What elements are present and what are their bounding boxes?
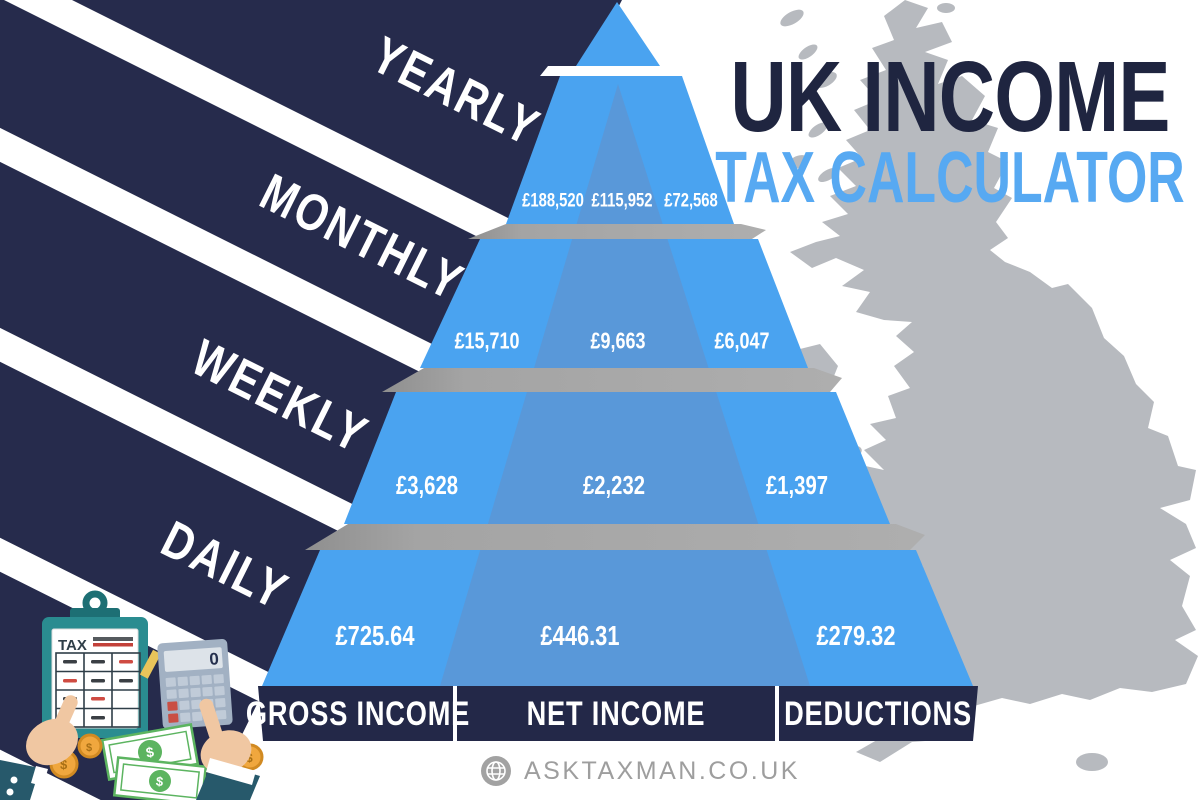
pyramid [262, 2, 973, 686]
value-monthly-gross: £15,710 [454, 327, 520, 354]
left-hand [0, 695, 78, 800]
calculator: 0 [157, 638, 233, 730]
value-daily-gross: £725.64 [335, 620, 415, 651]
value-yearly-gross: £188,520 [522, 190, 584, 212]
value-daily-net: £446.31 [540, 620, 620, 651]
bill-dollar-sign: $ [155, 774, 165, 790]
right-hand [196, 698, 260, 800]
footer: ASKTAXMAN.CO.UK [480, 752, 800, 790]
column-label-net-income: NET INCOME [526, 695, 706, 733]
page-title-line2: TAX CALCULATOR [715, 138, 1185, 218]
calculator-keys [165, 674, 227, 723]
pencil [139, 649, 161, 679]
calculator-display: 0 [209, 649, 220, 669]
tax-illustration: TAX [0, 590, 264, 800]
coin-dollar-sign: $ [86, 742, 92, 754]
globe-icon [481, 756, 511, 786]
clipboard-table [55, 652, 141, 728]
column-label-deductions: DEDUCTIONS [784, 695, 972, 733]
bar-divider-1 [453, 686, 457, 741]
category-bar [258, 686, 978, 741]
value-weekly-net: £2,232 [582, 470, 646, 500]
ribbon-monthly [0, 0, 622, 662]
ledge-2 [382, 368, 842, 392]
clipboard-table-entries [63, 660, 133, 720]
apex-gap [540, 66, 686, 76]
pyramid-apex [576, 2, 660, 66]
value-yearly-deductions: £72,568 [664, 190, 718, 212]
value-daily-deductions: £279.32 [816, 620, 896, 651]
ribbon-yearly [0, 0, 622, 531]
ledge-1 [468, 224, 766, 239]
value-monthly-net: £9,663 [590, 327, 646, 354]
value-weekly-gross: £3,628 [395, 470, 459, 500]
value-yearly-net: £115,952 [591, 190, 653, 212]
value-monthly-deductions: £6,047 [714, 327, 770, 354]
coin-dollar-sign: $ [60, 757, 68, 772]
page-title-line1: UK INCOME [730, 41, 1170, 153]
bar-divider-2 [775, 686, 779, 741]
column-label-gross-income: GROSS INCOME [245, 695, 471, 733]
footer-website: ASKTAXMAN.CO.UK [524, 756, 800, 785]
bill-dollar-sign: $ [145, 743, 156, 760]
ledge-3 [305, 524, 925, 550]
value-weekly-deductions: £1,397 [765, 470, 829, 500]
ribbon-weekly [0, 17, 622, 800]
clipboard-tax-label: TAX [58, 637, 87, 654]
coin-dollar-sign: $ [246, 751, 253, 765]
